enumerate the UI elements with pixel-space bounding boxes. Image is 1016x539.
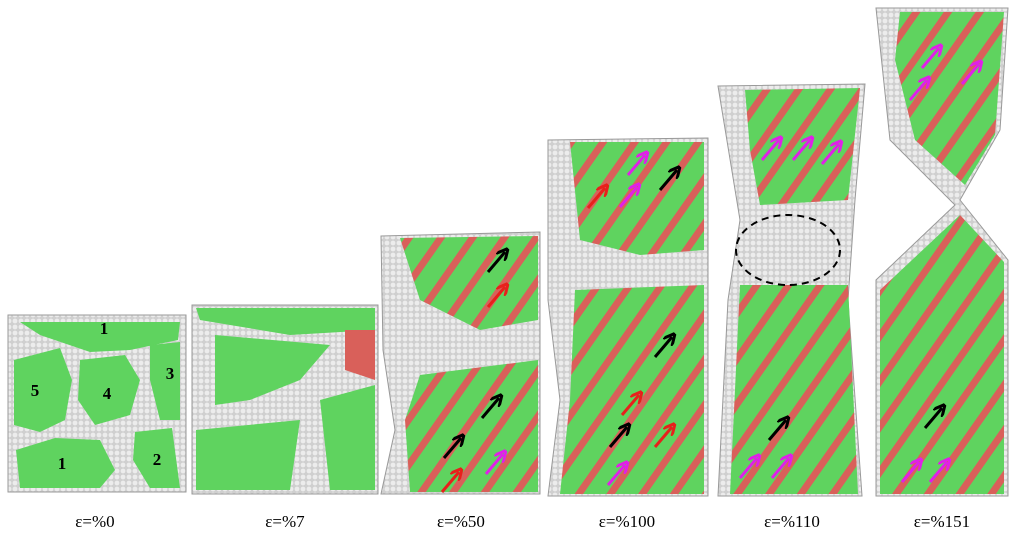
caption: ε=%0 xyxy=(75,512,114,531)
grain-label: 1 xyxy=(58,454,67,473)
caption: ε=%110 xyxy=(764,512,820,531)
grain-label: 1 xyxy=(100,319,109,338)
grain-label: 3 xyxy=(166,364,175,383)
panel xyxy=(876,8,1008,496)
grain-label: 2 xyxy=(153,450,162,469)
caption: ε=%100 xyxy=(599,512,655,531)
grain-label: 4 xyxy=(103,384,112,403)
caption: ε=%50 xyxy=(437,512,485,531)
grain-label: 5 xyxy=(31,381,40,400)
caption: ε=%7 xyxy=(265,512,305,531)
panel xyxy=(718,84,865,496)
panel xyxy=(548,138,708,496)
panel xyxy=(192,305,378,494)
panel xyxy=(381,232,540,494)
figure: 1 5 4 3 1 2 ε=%0 ε=%7 ε=%50 ε=%100 ε=%11… xyxy=(0,0,1016,539)
caption: ε=%151 xyxy=(914,512,970,531)
